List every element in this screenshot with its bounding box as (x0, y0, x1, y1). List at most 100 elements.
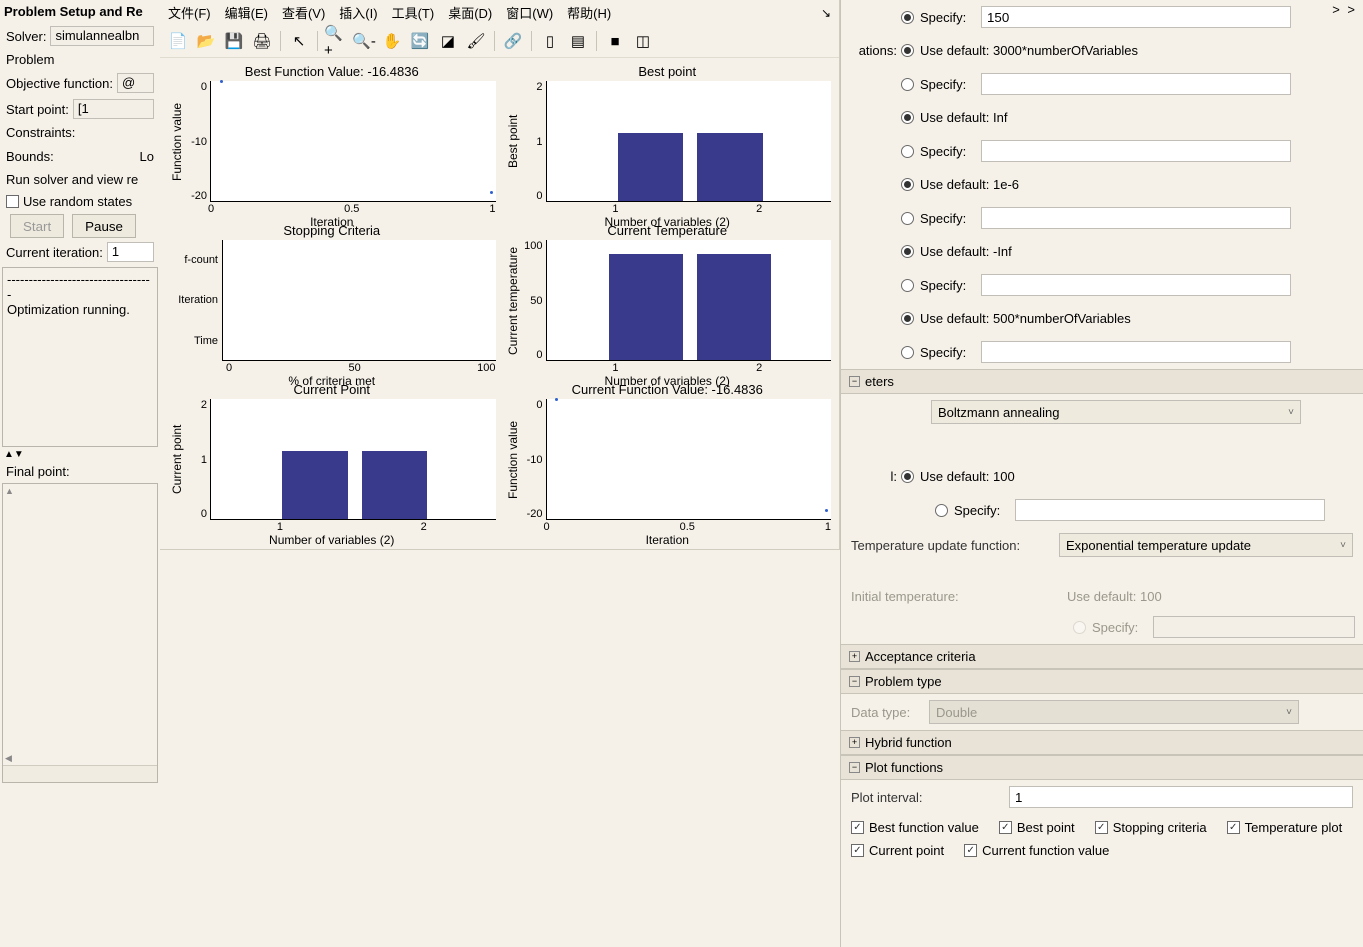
bar (609, 254, 683, 360)
reanneal-default-radio[interactable] (901, 470, 914, 483)
data-point (825, 509, 828, 512)
xticks: 1 2 (544, 202, 832, 215)
annealing-function-select[interactable]: Boltzmann annealing ˅ (931, 400, 1301, 424)
plot-area (210, 81, 496, 202)
zoom-out-icon[interactable]: 🔍- (352, 29, 376, 53)
new-file-icon[interactable]: 📄 (166, 29, 190, 53)
specify-input[interactable] (981, 140, 1291, 162)
plot-checkbox[interactable]: ✓ (999, 821, 1012, 834)
dock-icon[interactable]: ◫ (631, 29, 655, 53)
zoom-in-icon[interactable]: 🔍+ (324, 29, 348, 53)
menu-item[interactable]: 窗口(W) (506, 3, 553, 22)
specify-input[interactable] (981, 341, 1291, 363)
menu-item[interactable]: 工具(T) (392, 3, 435, 22)
expand-icon[interactable]: + (849, 651, 860, 662)
section-acceptance[interactable]: + Acceptance criteria (841, 644, 1363, 669)
plot-area (222, 240, 496, 361)
option-radio[interactable] (901, 111, 914, 124)
plots-grid: Best Function Value: -16.4836 Function v… (160, 58, 839, 547)
option-radio[interactable] (901, 11, 914, 24)
expand-icon[interactable]: + (849, 737, 860, 748)
option-radio[interactable] (901, 78, 914, 91)
plot-checkbox[interactable]: ✓ (851, 844, 864, 857)
plot-title: Best Function Value: -16.4836 (168, 64, 496, 79)
partial-label: ations: (841, 43, 901, 58)
section-plot-functions[interactable]: − Plot functions (841, 755, 1363, 780)
solver-select[interactable]: simulannealbn (50, 26, 154, 46)
bar (618, 133, 683, 201)
plot-checkbox[interactable]: ✓ (1095, 821, 1108, 834)
section-annealing-params[interactable]: − eters (841, 369, 1363, 394)
plot-area (546, 399, 832, 520)
plot-checkbox[interactable]: ✓ (851, 821, 864, 834)
menubar-collapse-icon[interactable]: ↘ (821, 6, 831, 20)
reanneal-specify-radio[interactable] (935, 504, 948, 517)
separator (596, 31, 597, 51)
brush-icon[interactable]: 🖌 (464, 29, 488, 53)
option-radio[interactable] (901, 44, 914, 57)
print-icon[interactable]: 🖨 (250, 29, 274, 53)
reanneal-specify-input[interactable] (1015, 499, 1325, 521)
current-iteration-label: Current iteration: (6, 245, 103, 260)
menu-item[interactable]: 桌面(D) (448, 3, 492, 22)
option-radio[interactable] (901, 145, 914, 158)
pointer-icon[interactable]: ↖ (287, 29, 311, 53)
menu-item[interactable]: 插入(I) (339, 3, 377, 22)
specify-input[interactable] (981, 274, 1291, 296)
option-radio[interactable] (901, 178, 914, 191)
objective-fn-input[interactable]: @ (117, 73, 154, 93)
solver-label: Solver: (6, 29, 46, 44)
rotate-icon[interactable]: 🔄 (408, 29, 432, 53)
plot-current-function-value: Current Function Value: -16.4836 Functio… (504, 382, 832, 537)
figure-menubar: 文件(F) 编辑(E) 查看(V) 插入(I) 工具(T) 桌面(D) 窗口(W) 帮助(H)… (160, 0, 839, 25)
datatip-icon[interactable]: ◪ (436, 29, 460, 53)
menu-item[interactable]: 查看(V) (282, 3, 325, 22)
save-icon[interactable]: 💾 (222, 29, 246, 53)
plot-title: Stopping Criteria (168, 223, 496, 238)
specify-input[interactable] (981, 207, 1291, 229)
option-radio[interactable] (901, 279, 914, 292)
collapse-icon[interactable]: − (849, 762, 860, 773)
use-random-checkbox[interactable] (6, 195, 19, 208)
menu-item[interactable]: 文件(F) (168, 3, 211, 22)
temp-update-select[interactable]: Exponential temperature update ˅ (1059, 533, 1353, 557)
plot-checkbox[interactable]: ✓ (1227, 821, 1240, 834)
section-hybrid[interactable]: + Hybrid function (841, 730, 1363, 755)
plot-interval-label: Plot interval: (851, 790, 1001, 805)
option-radio[interactable] (901, 312, 914, 325)
checkbox-label: Best point (1017, 820, 1075, 835)
specify-input[interactable] (981, 6, 1291, 28)
option-radio[interactable] (901, 212, 914, 225)
start-point-input[interactable]: [1 (73, 99, 154, 119)
scroll-left-icon[interactable]: ◀ (5, 753, 12, 764)
start-button[interactable]: Start (10, 214, 64, 238)
menu-item[interactable]: 帮助(H) (567, 3, 611, 22)
data-point (220, 80, 223, 83)
collapse-icon[interactable]: − (849, 376, 860, 387)
open-file-icon[interactable]: 📂 (194, 29, 218, 53)
option-radio[interactable] (901, 245, 914, 258)
section-problem-type[interactable]: − Problem type (841, 669, 1363, 694)
hide-plot-icon[interactable]: ■ (603, 29, 627, 53)
yticks: 2 1 0 (522, 81, 546, 202)
pan-icon[interactable]: ✋ (380, 29, 404, 53)
chevron-down-icon: ˅ (1288, 407, 1294, 418)
collapse-icon[interactable]: − (849, 676, 860, 687)
plot-title: Best point (504, 64, 832, 79)
plot-checkbox[interactable]: ✓ (964, 844, 977, 857)
final-point-area[interactable]: ▲ ◀ (2, 483, 158, 783)
chevron-down-icon: ˅ (1340, 540, 1346, 551)
specify-label: Specify: (920, 345, 975, 360)
colorbar-icon[interactable]: ▯ (538, 29, 562, 53)
figure-window: 文件(F) 编辑(E) 查看(V) 插入(I) 工具(T) 桌面(D) 窗口(W) 帮助(H)… (160, 0, 840, 550)
link-icon[interactable]: 🔗 (501, 29, 525, 53)
legend-icon[interactable]: ▤ (566, 29, 590, 53)
option-radio[interactable] (901, 346, 914, 359)
specify-input[interactable] (981, 73, 1291, 95)
pause-button[interactable]: Pause (72, 214, 136, 238)
scroll-up-icon[interactable]: ▲ (5, 486, 14, 496)
plot-interval-input[interactable] (1009, 786, 1353, 808)
plot-checkboxes: ✓Best function value✓Best point✓Stopping… (841, 814, 1363, 864)
menu-item[interactable]: 编辑(E) (225, 3, 268, 22)
split-toggle[interactable]: ▲▼ (0, 449, 160, 460)
